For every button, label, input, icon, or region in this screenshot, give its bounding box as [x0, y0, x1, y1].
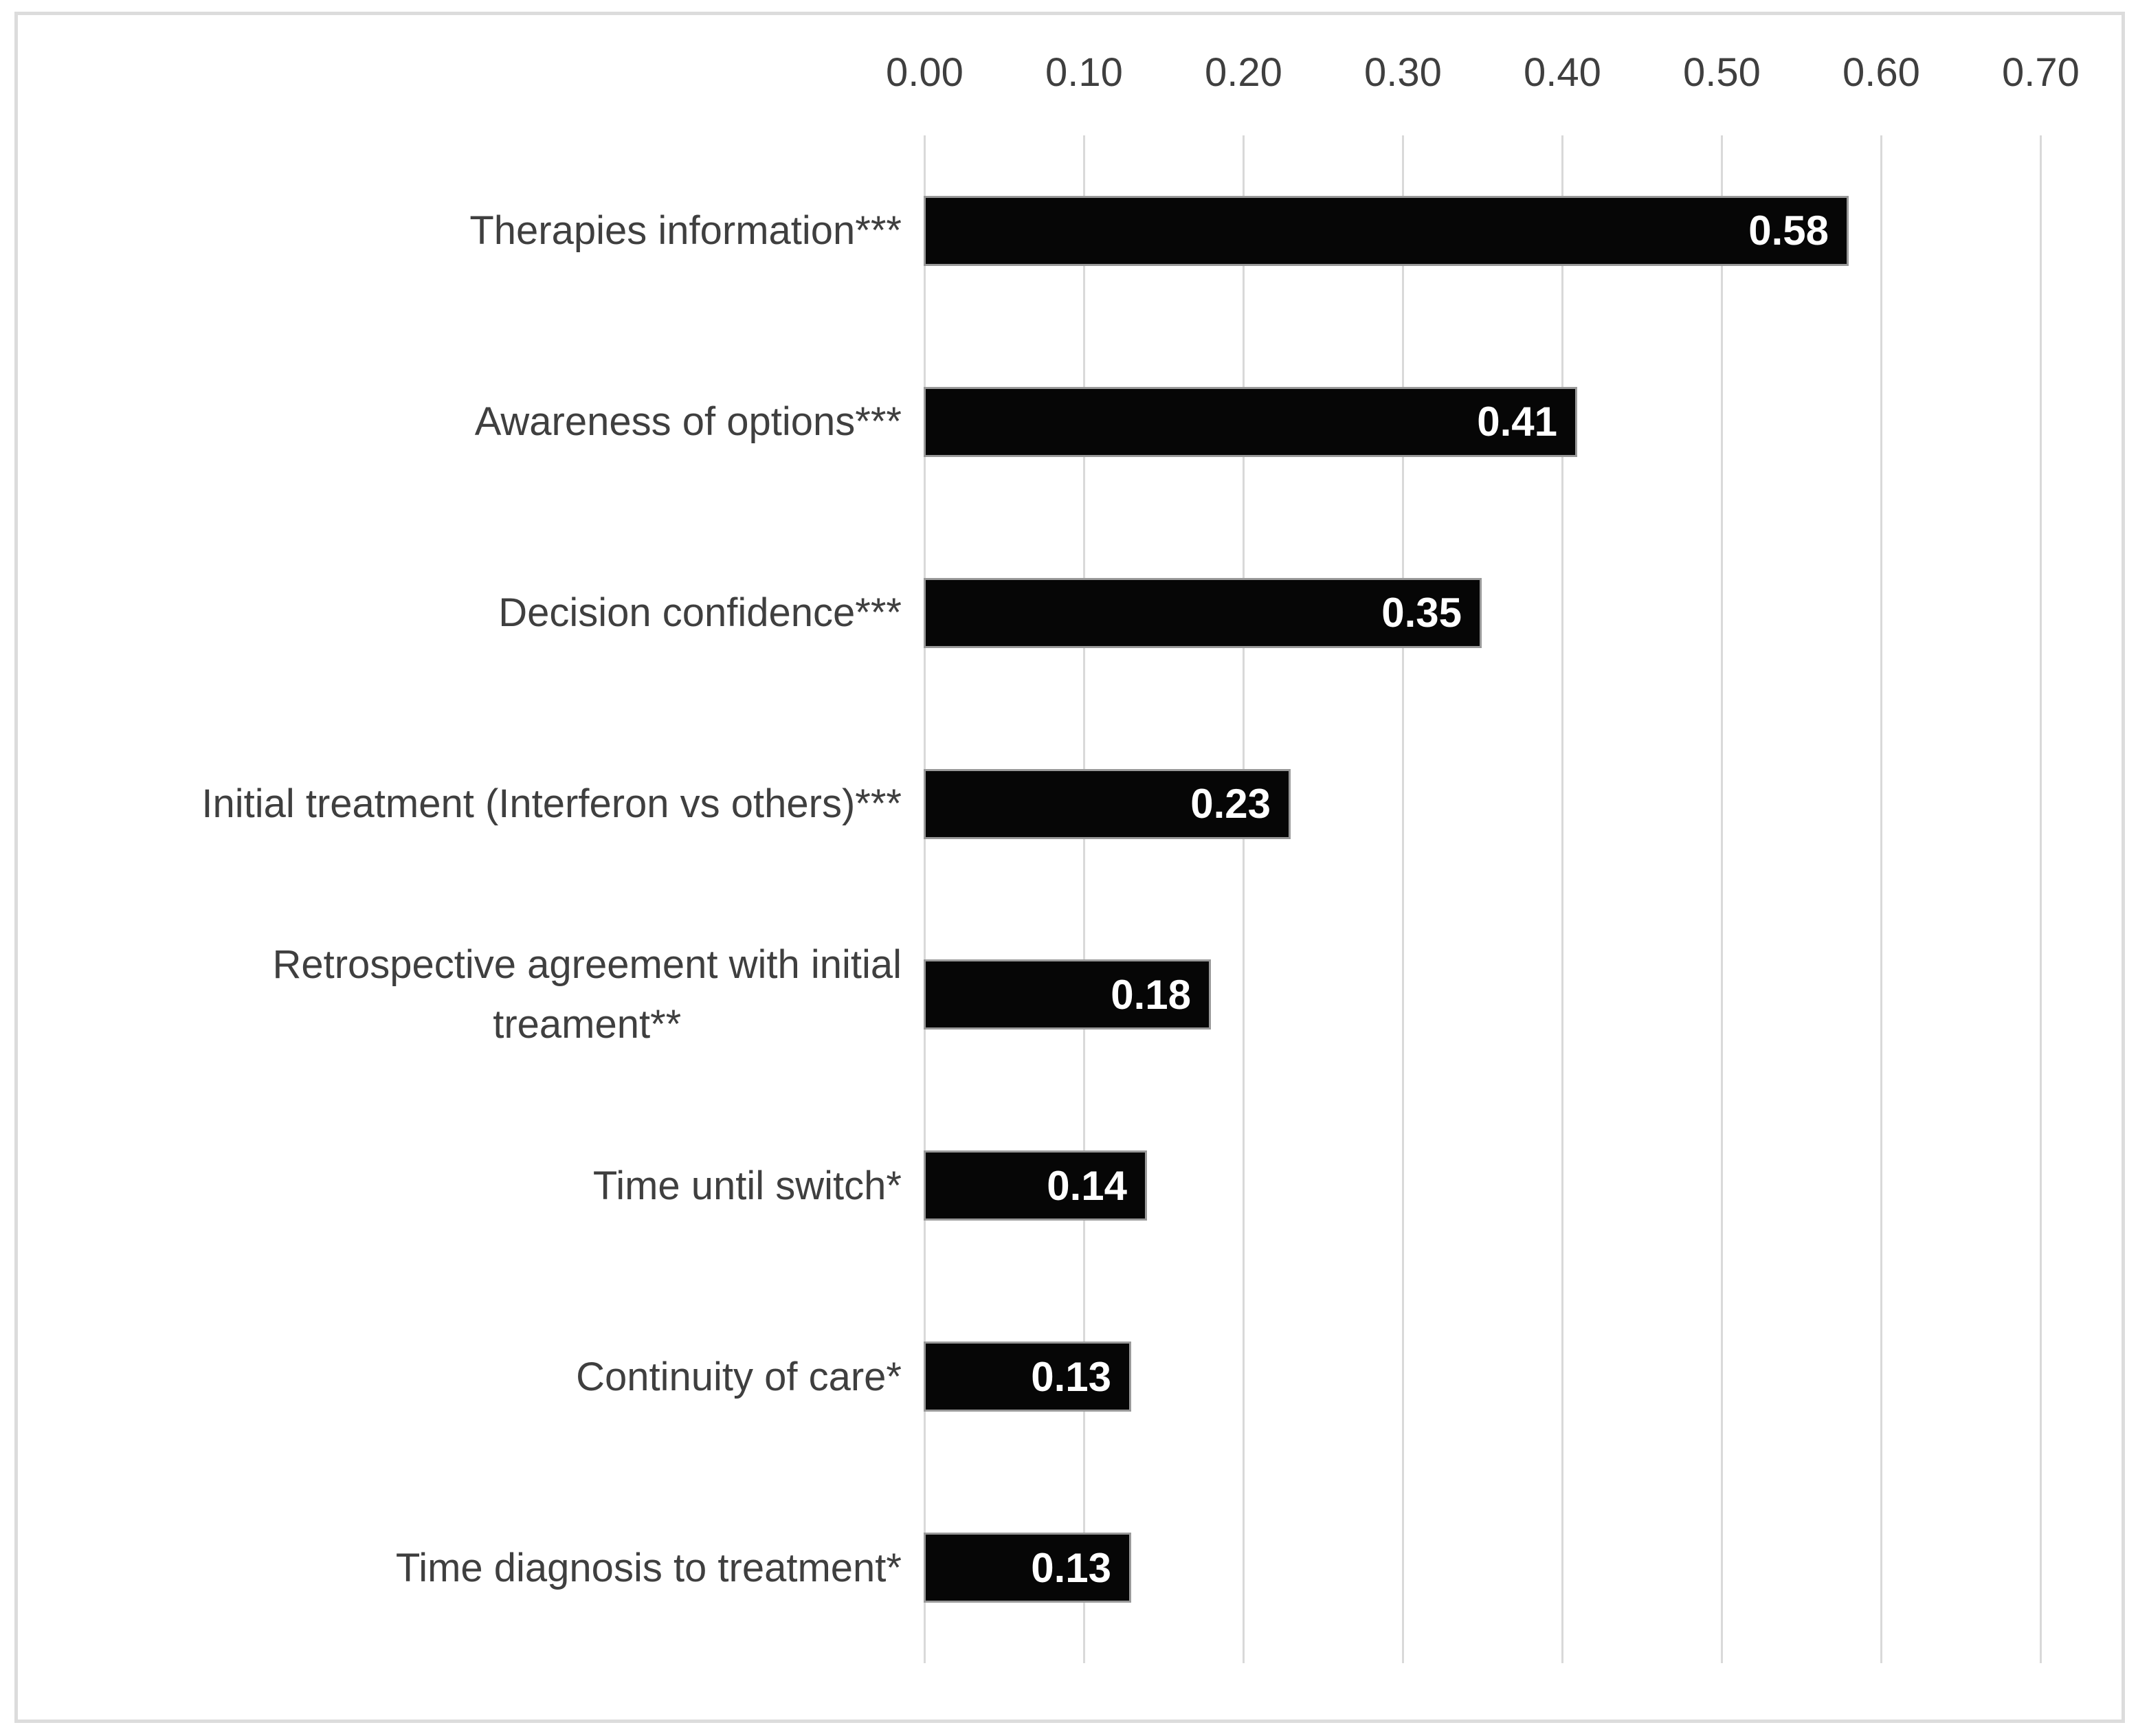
category-label-text: Decision confidence*** — [498, 590, 902, 636]
bar: 0.23 — [924, 768, 1291, 839]
bar-row: Initial treatment (Interferon vs others)… — [18, 709, 2122, 900]
bar-track: 0.41 — [924, 326, 2122, 518]
category-label-text: Retrospective agreement with initial tre… — [272, 942, 902, 1047]
bar-value-label: 0.58 — [1748, 208, 1829, 254]
bar-track: 0.14 — [924, 1090, 2122, 1281]
bar-track: 0.58 — [924, 135, 2122, 326]
category-label: Time until switch* — [18, 1156, 924, 1216]
category-label-text: Time until switch* — [592, 1163, 902, 1208]
bar-row: Awareness of options*** 0.41 — [18, 326, 2122, 518]
category-label: Time diagnosis to treatment* — [18, 1538, 924, 1598]
bar-track: 0.23 — [924, 709, 2122, 900]
chart-figure: 0.00 0.10 0.20 0.30 0.40 0.50 0.60 0.70 … — [14, 12, 2125, 1723]
bar-track: 0.35 — [924, 518, 2122, 709]
x-axis-tick-label: 0.60 — [1842, 50, 1920, 95]
bar-row: Retrospective agreement with initial tre… — [18, 900, 2122, 1091]
bar-value-label: 0.18 — [1111, 971, 1191, 1018]
bar: 0.58 — [924, 195, 1849, 266]
category-label: Continuity of care* — [18, 1347, 924, 1407]
category-label-text: Time diagnosis to treatment* — [395, 1545, 902, 1590]
x-axis-tick-label: 0.00 — [886, 50, 964, 95]
bar: 0.35 — [924, 577, 1482, 648]
bar-value-label: 0.23 — [1190, 781, 1271, 827]
x-axis-tick-label: 0.30 — [1364, 50, 1442, 95]
category-label: Decision confidence*** — [18, 583, 924, 643]
bar-value-label: 0.13 — [1031, 1353, 1111, 1400]
bar-row: Continuity of care* 0.13 — [18, 1281, 2122, 1472]
bar: 0.13 — [924, 1342, 1131, 1412]
category-label: Awareness of options*** — [18, 392, 924, 452]
category-label: Therapies information*** — [18, 201, 924, 260]
x-axis-tick-label: 0.70 — [2002, 50, 2080, 95]
x-axis-tick-label: 0.10 — [1045, 50, 1123, 95]
bar-track: 0.18 — [924, 900, 2122, 1091]
plot-area: Therapies information*** 0.58 Awareness … — [18, 135, 2122, 1663]
category-label: Retrospective agreement with initial tre… — [18, 935, 924, 1054]
bar: 0.13 — [924, 1533, 1131, 1603]
x-axis-tick-label: 0.40 — [1524, 50, 1601, 95]
category-label-text: Therapies information*** — [469, 208, 902, 254]
bar-value-label: 0.35 — [1381, 590, 1462, 636]
bar-track: 0.13 — [924, 1472, 2122, 1663]
bar-row: Decision confidence*** 0.35 — [18, 518, 2122, 709]
x-axis-tick-label: 0.50 — [1683, 50, 1761, 95]
category-label: Initial treatment (Interferon vs others)… — [18, 774, 924, 834]
bar-row: Time until switch* 0.14 — [18, 1090, 2122, 1281]
bar: 0.41 — [924, 386, 1577, 457]
bar-row: Therapies information*** 0.58 — [18, 135, 2122, 326]
x-axis-tick-label: 0.20 — [1205, 50, 1282, 95]
bar-track: 0.13 — [924, 1281, 2122, 1472]
bar-row: Time diagnosis to treatment* 0.13 — [18, 1472, 2122, 1663]
bar-value-label: 0.41 — [1477, 399, 1557, 445]
bar-value-label: 0.13 — [1031, 1544, 1111, 1591]
category-label-text: Awareness of options*** — [474, 399, 902, 445]
bar: 0.14 — [924, 1150, 1147, 1221]
bar-value-label: 0.14 — [1047, 1162, 1127, 1209]
category-label-text: Initial treatment (Interferon vs others)… — [201, 781, 902, 827]
bar: 0.18 — [924, 959, 1211, 1030]
x-axis: 0.00 0.10 0.20 0.30 0.40 0.50 0.60 0.70 — [886, 15, 2080, 135]
category-label-text: Continuity of care* — [576, 1354, 902, 1399]
